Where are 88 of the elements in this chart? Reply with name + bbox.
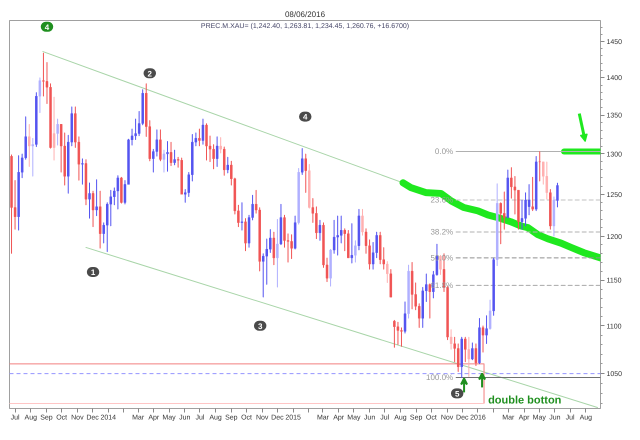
candlestick bbox=[180, 158, 183, 195]
candlestick bbox=[226, 156, 230, 174]
annotation: 4 bbox=[303, 112, 308, 122]
candlestick bbox=[17, 155, 20, 231]
candlestick bbox=[354, 240, 357, 263]
candlestick bbox=[329, 248, 332, 287]
candlestick bbox=[170, 142, 172, 166]
candlestick bbox=[332, 220, 336, 254]
candlestick bbox=[471, 342, 474, 360]
candlestick bbox=[485, 315, 488, 344]
candlestick bbox=[290, 234, 293, 260]
candlestick bbox=[116, 175, 120, 210]
candlestick bbox=[464, 336, 467, 362]
annotation: 5 bbox=[454, 389, 460, 398]
candlestick bbox=[92, 190, 94, 228]
candlestick bbox=[95, 179, 98, 216]
candlestick bbox=[404, 301, 406, 334]
candlestick bbox=[244, 218, 247, 252]
candlestick bbox=[304, 154, 308, 193]
candlestick bbox=[300, 148, 304, 175]
candlestick bbox=[216, 136, 218, 167]
candlestick bbox=[84, 159, 88, 206]
candlestick bbox=[450, 329, 452, 350]
candlestick bbox=[98, 190, 102, 249]
candlestick bbox=[546, 162, 548, 200]
candlestick bbox=[276, 218, 279, 288]
candlestick bbox=[308, 164, 311, 209]
candlestick bbox=[318, 220, 322, 241]
candlestick bbox=[538, 151, 541, 182]
candlestick bbox=[488, 300, 492, 330]
candlestick bbox=[166, 141, 169, 172]
candlestick bbox=[272, 232, 276, 266]
candlestick bbox=[88, 182, 91, 219]
candlestick bbox=[219, 137, 222, 154]
candlestick bbox=[396, 322, 400, 345]
candlestick bbox=[280, 204, 282, 246]
candlestick bbox=[28, 124, 30, 167]
candlestick bbox=[347, 230, 350, 258]
candlestick bbox=[173, 150, 176, 166]
candlestick bbox=[492, 258, 495, 316]
candlestick bbox=[506, 170, 510, 219]
candlestick bbox=[531, 176, 534, 212]
series-label: 0.0% bbox=[434, 147, 454, 156]
candlestick bbox=[205, 123, 208, 161]
candlestick bbox=[162, 150, 166, 173]
chart-title: 08/06/2016 bbox=[284, 10, 326, 19]
candlestick bbox=[81, 158, 84, 185]
candlestick bbox=[10, 154, 13, 254]
candlestick bbox=[410, 262, 414, 310]
candlestick bbox=[390, 269, 392, 298]
candlestick bbox=[159, 129, 162, 162]
candlestick bbox=[240, 202, 244, 231]
candlestick bbox=[474, 343, 478, 366]
candlestick bbox=[350, 223, 354, 264]
annotation: double botton bbox=[488, 394, 562, 406]
candlestick bbox=[35, 92, 38, 148]
candlestick bbox=[56, 118, 59, 146]
candlestick bbox=[407, 264, 410, 319]
series-label: 100.0% bbox=[426, 373, 454, 382]
annotation: 1 bbox=[90, 268, 96, 278]
candlestick bbox=[38, 77, 42, 114]
candlestick bbox=[393, 320, 396, 348]
annotation: 4 bbox=[44, 22, 50, 32]
candlestick bbox=[222, 146, 226, 176]
candlestick bbox=[120, 176, 123, 204]
candlestick bbox=[358, 208, 360, 250]
candlestick bbox=[386, 261, 389, 283]
candlestick bbox=[198, 128, 201, 146]
candlestick bbox=[32, 138, 34, 177]
candlestick bbox=[496, 183, 498, 266]
candlestick bbox=[297, 168, 300, 225]
candlestick bbox=[552, 196, 556, 236]
annotation: 3 bbox=[258, 322, 263, 331]
candlestick bbox=[556, 182, 559, 208]
candlestick bbox=[534, 156, 538, 212]
candlestick bbox=[294, 216, 296, 250]
candlestick bbox=[482, 326, 484, 353]
candlestick bbox=[52, 96, 56, 161]
candlestick bbox=[549, 189, 552, 230]
series-label: 38.2% bbox=[430, 227, 454, 236]
candlestick bbox=[460, 336, 463, 378]
candlestick bbox=[428, 283, 432, 319]
candlestick bbox=[468, 336, 470, 377]
candlestick bbox=[361, 208, 364, 236]
annotation: 2 bbox=[148, 69, 153, 78]
candlestick bbox=[478, 318, 481, 364]
candlestick bbox=[336, 216, 339, 256]
candlestick bbox=[202, 118, 204, 145]
